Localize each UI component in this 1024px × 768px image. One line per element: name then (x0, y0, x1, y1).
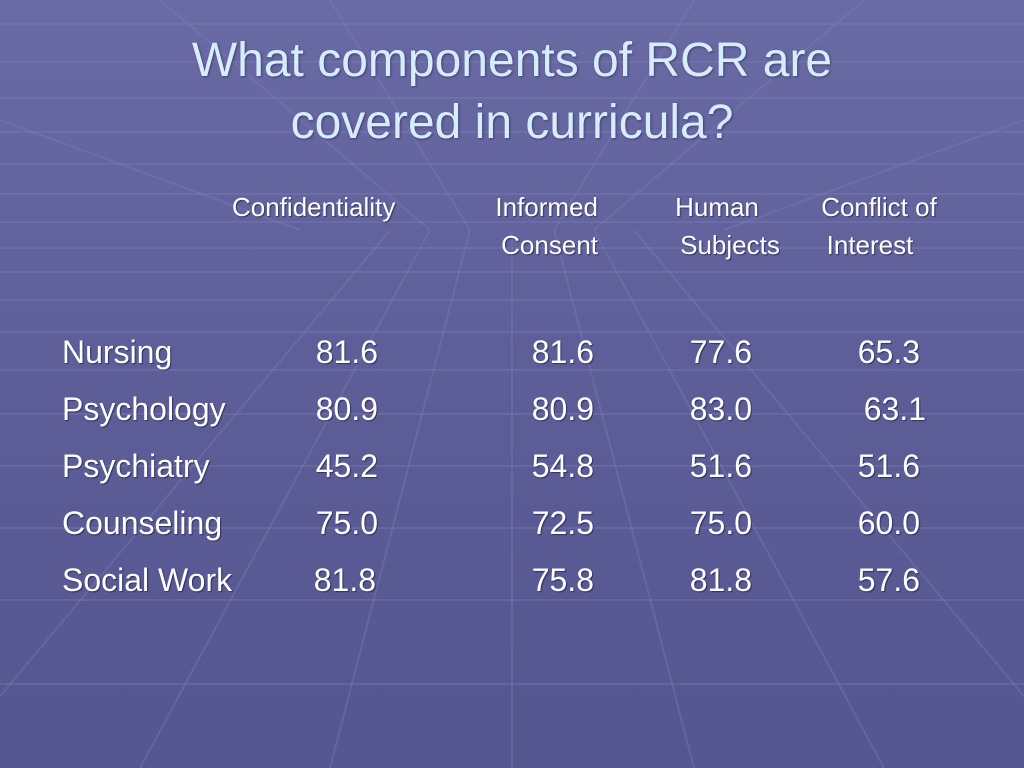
table-cell: 72.5 (531, 505, 594, 541)
table-cell: 51.6 (689, 448, 752, 484)
table-cell: 51.6 (857, 448, 920, 484)
column-header-conflict-of-interest: Conflict of Interest (800, 188, 960, 264)
table-cell: 80.9 (315, 391, 378, 427)
table-cell: 81.8 (313, 562, 376, 598)
row-label-nursing: Nursing (62, 334, 173, 370)
table-cell: 81.6 (531, 334, 594, 370)
column-header-line2: Subjects (680, 230, 780, 260)
table-cell: 57.6 (857, 562, 920, 598)
column-header-line1: Informed (495, 192, 598, 222)
row-label-psychology: Psychology (62, 391, 226, 427)
column-header-line2: Consent (501, 230, 598, 260)
table-cell: 63.1 (863, 391, 926, 427)
column-header-informed-consent: Informed Consent (460, 188, 598, 264)
table-cell: 75.0 (689, 505, 752, 541)
column-header-line1: Conflict of (821, 192, 937, 222)
row-label-social-work: Social Work (62, 562, 233, 598)
row-label-psychiatry: Psychiatry (62, 448, 210, 484)
table-cell: 83.0 (689, 391, 752, 427)
column-header-line1: Human (675, 192, 759, 222)
column-header-line1: Confidentiality (232, 192, 396, 222)
table-cell: 54.8 (531, 448, 594, 484)
table-cell: 45.2 (315, 448, 378, 484)
column-header-line2: Interest (826, 230, 914, 260)
slide-title-line2: covered in curricula? (290, 96, 734, 149)
table-cell: 65.3 (857, 334, 920, 370)
column-header-human-subjects: Human Subjects (650, 188, 810, 264)
table-cell: 75.0 (315, 505, 378, 541)
table-cell: 81.6 (315, 334, 378, 370)
table-cell: 75.8 (531, 562, 594, 598)
column-header-confidentiality: Confidentiality (232, 188, 395, 226)
slide-title: What components of RCR are covered in cu… (0, 30, 1024, 154)
row-label-counseling: Counseling (62, 505, 223, 541)
slide-title-line1: What components of RCR are (191, 34, 833, 87)
table-cell: 60.0 (857, 505, 920, 541)
table-cell: 81.8 (689, 562, 752, 598)
table-cell: 80.9 (531, 391, 594, 427)
table-cell: 77.6 (689, 334, 752, 370)
